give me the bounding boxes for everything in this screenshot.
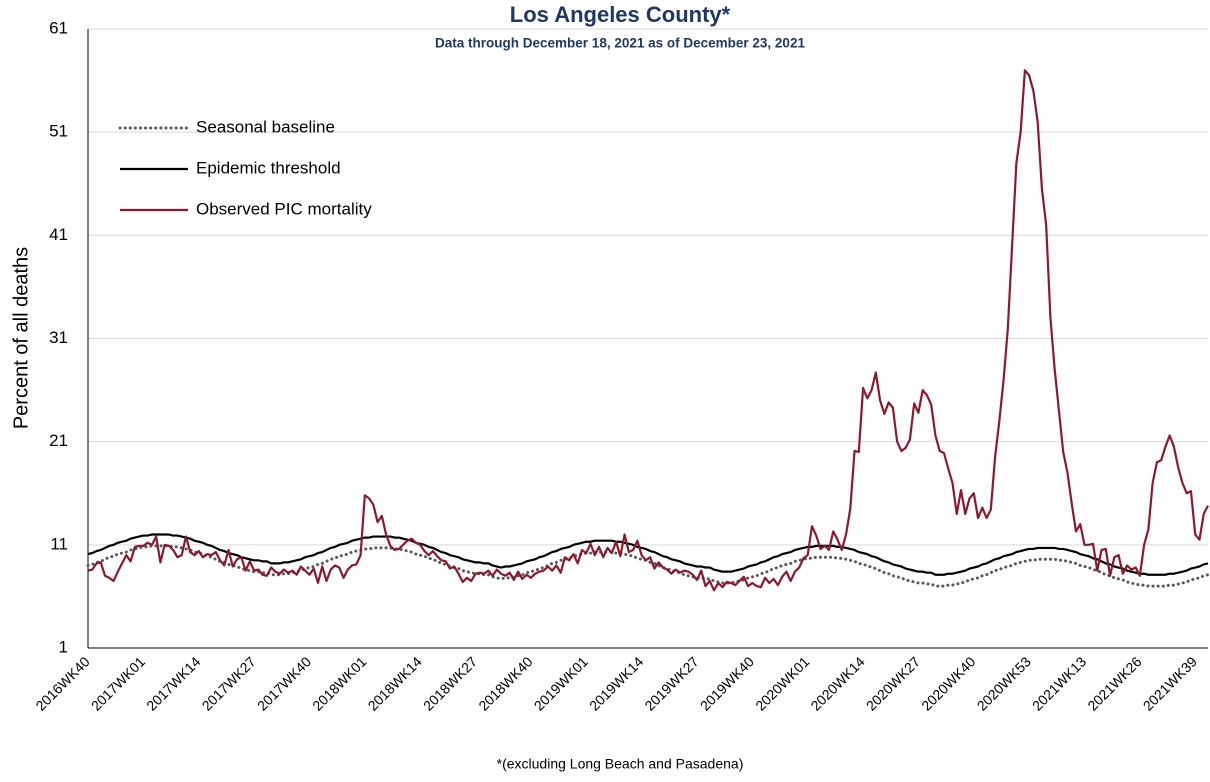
legend-label: Seasonal baseline: [196, 117, 335, 136]
y-tick-label: 21: [49, 431, 68, 450]
y-axis-label: Percent of all deaths: [10, 247, 32, 429]
footnote: *(excluding Long Beach and Pasadena): [497, 756, 744, 772]
legend-label: Epidemic threshold: [196, 158, 341, 177]
data-line: [87, 69, 1209, 592]
chart-title: Los Angeles County*: [510, 2, 731, 27]
x-tick-label: 2019WK40: [697, 653, 757, 713]
x-tick-label: 2020WK53: [974, 653, 1034, 713]
data-line: [87, 533, 1209, 576]
y-tick-label: 41: [49, 225, 68, 244]
chart-subtitle: Data through December 18, 2021 as of Dec…: [435, 36, 805, 51]
y-tick-label: 51: [49, 122, 68, 141]
x-tick-label: 2018WK27: [420, 653, 480, 713]
x-tick-label: 2017WK01: [88, 653, 148, 713]
x-tick-label: 2016WK40: [32, 653, 92, 713]
x-tick-label: 2017WK27: [199, 653, 259, 713]
x-tick-label: 2017WK40: [254, 653, 314, 713]
x-tick-label: 2020WK14: [807, 653, 867, 713]
y-tick-label: 1: [59, 637, 68, 656]
x-tick-label: 2018WK01: [309, 653, 369, 713]
x-tick-label: 2019WK27: [641, 653, 701, 713]
x-tick-label: 2019WK14: [586, 653, 646, 713]
data-line: [86, 544, 1210, 588]
y-tick-label: 61: [49, 18, 68, 37]
x-tick-label: 2019WK01: [531, 653, 591, 713]
x-tick-label: 2020WK01: [752, 653, 812, 713]
x-tick-label: 2020WK27: [863, 653, 923, 713]
x-tick-label: 2018WK40: [475, 653, 535, 713]
x-tick-label: 2017WK14: [143, 653, 203, 713]
legend-label: Observed PIC mortality: [196, 199, 372, 218]
x-tick-label: 2021WK26: [1084, 653, 1144, 713]
x-tick-label: 2020WK40: [918, 653, 978, 713]
x-tick-label: 2021WK39: [1140, 653, 1200, 713]
x-tick-label: 2018WK14: [365, 653, 425, 713]
x-tick-label: 2021WK13: [1029, 653, 1089, 713]
y-tick-label: 31: [49, 328, 68, 347]
y-tick-label: 11: [50, 534, 68, 553]
